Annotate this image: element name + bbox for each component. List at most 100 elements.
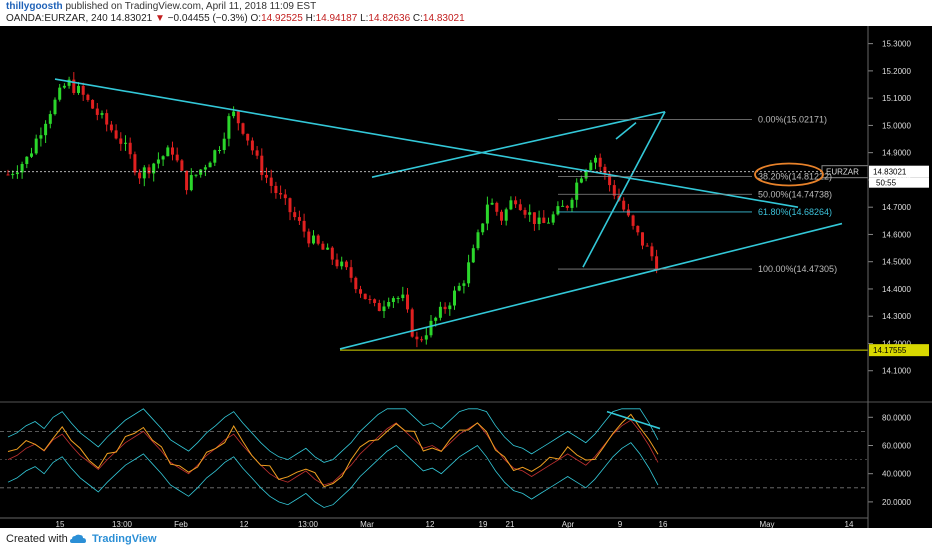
candle-body — [335, 259, 339, 267]
candle-body — [429, 320, 433, 336]
candle-body — [58, 87, 62, 100]
candle-body — [518, 204, 522, 211]
candle-body — [297, 217, 301, 221]
chart-header: thillygoosth published on TradingView.co… — [0, 0, 932, 26]
candle-body — [612, 185, 616, 196]
candle-body — [152, 163, 156, 174]
candle-body — [279, 193, 283, 195]
price-tick-label: 15.2000 — [882, 67, 911, 76]
candle-body — [443, 306, 447, 310]
candle-body — [391, 298, 395, 303]
candle-body — [236, 111, 240, 124]
candle-body — [467, 262, 471, 284]
candle-body — [133, 154, 137, 173]
rsi-divergence-line — [606, 410, 661, 430]
candle-body — [561, 205, 565, 207]
candle-body — [495, 202, 499, 212]
close-label: C: — [412, 13, 423, 24]
candle-body — [48, 114, 52, 124]
candle-body — [199, 169, 203, 175]
candle-body — [39, 135, 43, 139]
candle-body — [185, 170, 189, 191]
support-price-label: 14.17555 — [873, 346, 907, 355]
countdown-label: 50:55 — [876, 179, 897, 188]
trendline — [371, 110, 666, 178]
last-price: 14.83021 — [110, 13, 153, 24]
tradingview-cloud-icon — [70, 534, 86, 543]
candle-body — [109, 124, 113, 131]
candle-body — [363, 293, 367, 300]
candle-body — [316, 235, 320, 244]
annotation-ellipse — [754, 162, 824, 187]
price-tick-label: 15.1000 — [882, 94, 911, 103]
current-price-label: 14.83021 — [873, 168, 907, 177]
candle-body — [330, 247, 334, 260]
candle-body — [166, 147, 170, 157]
candle-body — [528, 212, 532, 215]
price-tick-label: 14.7000 — [882, 203, 911, 212]
time-tick-label: 16 — [659, 520, 668, 528]
time-tick-label: 14 — [845, 520, 854, 528]
rsi-pane[interactable]: 80.0000 60.0000 40.0000 20.0000 — [0, 408, 911, 508]
candle-body — [138, 172, 142, 179]
candle-body — [246, 133, 250, 141]
candle-body — [265, 174, 268, 178]
candle-body — [420, 339, 424, 341]
candle-body — [67, 79, 71, 86]
time-tick-label: 13:00 — [112, 520, 133, 528]
candle-body — [575, 182, 579, 200]
candle-body — [504, 209, 508, 221]
time-tick-label: 13:00 — [298, 520, 319, 528]
candle-body — [448, 305, 452, 310]
countdown-tag — [869, 177, 929, 188]
high-value: 14.94187 — [315, 13, 358, 24]
fib-level-label: 61.80%(14.68264) — [758, 207, 832, 217]
current-price-tag — [869, 165, 929, 178]
candle-body — [556, 206, 560, 215]
candle-body — [312, 235, 315, 244]
price-tick-label: 15.3000 — [882, 40, 911, 49]
high-label: H: — [305, 13, 316, 24]
rsi-tick-label: 60.0000 — [882, 441, 911, 450]
time-tick-label: May — [759, 520, 774, 528]
candle-body — [293, 212, 297, 218]
candle-body — [406, 294, 409, 310]
candle-body — [481, 223, 485, 233]
chart-area[interactable]: 15.300015.200015.100015.000014.900014.80… — [0, 26, 932, 528]
candle-body — [128, 142, 132, 155]
bollinger-lower-band — [7, 442, 659, 508]
candle-body — [124, 142, 127, 144]
price-tick-label: 14.6000 — [882, 230, 911, 239]
candle-body — [288, 198, 292, 213]
candle-body — [636, 225, 640, 233]
candle-body — [62, 85, 66, 88]
rsi-line — [7, 413, 659, 488]
candle-body — [326, 247, 330, 250]
time-tick-label: 19 — [479, 520, 488, 528]
time-axis: 15 13:00 Feb 12 13:00 Mar 12 19 21 Apr 9 16 May 14 — [0, 517, 868, 528]
candle-body — [594, 157, 597, 163]
candle-body — [25, 156, 29, 165]
publisher-line: thillygoosth published on TradingView.co… — [6, 1, 316, 12]
candle-body — [255, 150, 259, 156]
candle-body — [161, 156, 165, 160]
candle-body — [218, 150, 221, 152]
candle-body — [650, 246, 654, 257]
candle-body — [500, 211, 503, 221]
candle-body — [485, 204, 489, 224]
candle-body — [15, 172, 19, 175]
candle-body — [250, 140, 254, 151]
candle-body — [307, 231, 311, 244]
candle-body — [180, 160, 184, 171]
time-tick-label: Feb — [174, 520, 188, 528]
change-down-icon: ▼ — [154, 13, 165, 24]
candle-body — [86, 94, 90, 100]
price-tick-label: 14.2000 — [882, 339, 911, 348]
price-pane[interactable]: 15.300015.200015.100015.000014.900014.80… — [0, 40, 929, 376]
support-price-tag — [869, 344, 929, 357]
candle-body — [53, 99, 57, 115]
tradingview-brand[interactable]: TradingView — [92, 533, 157, 545]
candle-body — [565, 205, 569, 208]
author-name[interactable]: thillygoosth — [6, 1, 63, 12]
candle-body — [227, 116, 231, 139]
